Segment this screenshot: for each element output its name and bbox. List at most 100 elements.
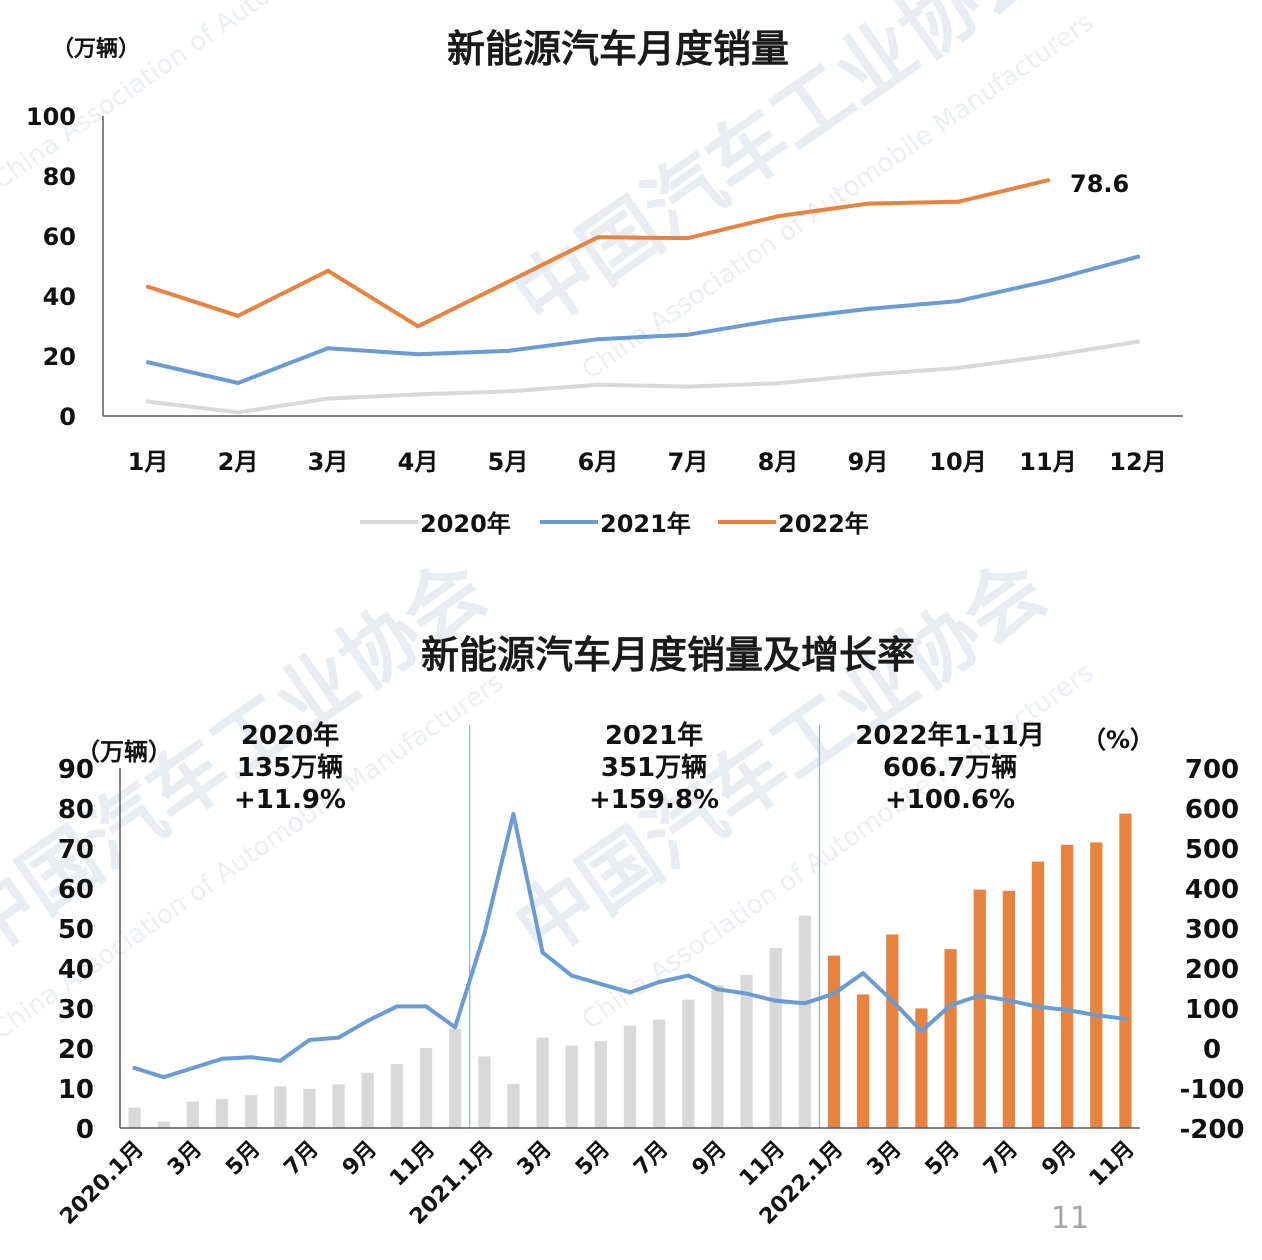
chart1-x-tick: 10月: [929, 448, 986, 476]
chart1-data-point: [686, 384, 690, 389]
chart2-bar: [653, 1019, 666, 1128]
chart1-data-point: [776, 381, 780, 386]
chart2-growth-point: [948, 1003, 953, 1008]
chart2-period-total: 351万辆: [601, 753, 707, 783]
chart2-bar: [623, 1025, 637, 1128]
chart2-bar: [827, 955, 841, 1128]
chart1-y-tick: 0: [59, 403, 76, 431]
chart2-right-ticks: -200 -100 0 100 200 300 400 500 600 700: [1179, 755, 1244, 1145]
chart2-bar: [1119, 813, 1132, 1128]
chart1-y-tick: 100: [26, 103, 76, 131]
chart2-x-tick: 3月: [163, 1137, 207, 1181]
chart2-x-tick: 11月: [735, 1137, 790, 1192]
chart2-growth-point: [1036, 1004, 1040, 1009]
chart2-x-tick: 2020.1月: [56, 1137, 149, 1230]
chart2-x-tick: 9月: [338, 1137, 382, 1181]
chart2-bar: [594, 1041, 607, 1128]
chart2-bar: [507, 1084, 520, 1128]
chart1-data-point: [236, 410, 240, 415]
chart2-bars: [128, 813, 1132, 1128]
chart1-data-point: [326, 396, 330, 401]
chart1-y-tick: 80: [43, 163, 76, 191]
chart2-growth-point: [569, 973, 574, 978]
chart2-growth-point: [628, 990, 632, 995]
chart1-data-point: [506, 279, 510, 284]
chart2-x-tick: 11月: [1085, 1137, 1140, 1192]
chart2-x-tick: 3月: [862, 1137, 906, 1181]
chart1-x-tick: 2月: [218, 448, 259, 476]
chart2-period-title: 2020年: [241, 720, 339, 751]
page-number: 11: [1051, 1201, 1089, 1236]
chart2-left-tick: 30: [58, 995, 94, 1025]
chart2-bar: [478, 1056, 491, 1128]
chart1-data-point: [1136, 339, 1140, 344]
chart1-x-tick: 5月: [488, 448, 529, 476]
chart1-data-point: [146, 399, 150, 404]
chart1-series: [146, 178, 1140, 415]
chart2-bar: [740, 974, 753, 1128]
chart1-x-tick: 11月: [1019, 448, 1076, 476]
chart2-bar: [303, 1088, 316, 1128]
chart1-y-tick: 40: [43, 283, 76, 311]
chart1-data-point: [686, 236, 690, 241]
chart2-growth-line: [132, 812, 1128, 1080]
chart1-data-point: [956, 199, 960, 204]
chart2-bar: [1061, 844, 1074, 1128]
chart2-left-tick: 60: [58, 875, 94, 905]
chart2-x-tick: 3月: [513, 1137, 557, 1181]
chart2-bar: [1002, 890, 1015, 1128]
chart2-growth-point: [832, 991, 836, 996]
chart2-x-tick: 5月: [221, 1137, 265, 1181]
chart2-right-tick: 100: [1185, 995, 1239, 1025]
chart1-data-point: [146, 284, 150, 289]
chart2-growth-point: [861, 971, 866, 976]
chart1-data-point: [596, 382, 600, 387]
chart2-growth-point: [657, 980, 662, 984]
chart1-data-point: [956, 366, 960, 370]
chart2-x-tick: 5月: [921, 1137, 965, 1181]
chart2-growth-point: [715, 987, 720, 992]
chart2-growth-point: [1094, 1013, 1099, 1018]
chart2-bar: [769, 948, 782, 1128]
chart2-bar: [361, 1072, 374, 1128]
chart2-growth-point: [598, 982, 603, 986]
chart2-bar: [973, 889, 986, 1128]
chart2-left-tick: 80: [58, 795, 94, 825]
chart2-left-tick: 40: [58, 955, 94, 985]
chart1-data-point: [146, 360, 150, 365]
chart2-left-tick: 90: [58, 755, 94, 785]
chart1-data-point: [416, 392, 420, 397]
chart2-growth-point: [132, 1066, 137, 1070]
chart1-series-line-0: [146, 339, 1140, 415]
chart2-right-tick: 200: [1185, 955, 1239, 985]
chart1-data-point: [506, 389, 510, 394]
chart2-left-tick: 50: [58, 915, 94, 945]
chart2-period-growth: +100.6%: [885, 785, 1015, 815]
chart1-y-tick: 60: [43, 223, 76, 251]
chart2-growth-point: [686, 973, 691, 978]
chart2-period-title: 2021年: [605, 720, 703, 751]
chart2-x-tick: 7月: [979, 1137, 1023, 1181]
chart2-growth-point: [453, 1025, 458, 1030]
chart1-data-point: [686, 332, 690, 337]
chart1-data-point: [866, 372, 870, 377]
chart2-bar: [215, 1098, 229, 1128]
chart2-bar: [798, 915, 811, 1128]
chart2-right-tick: 0: [1203, 1035, 1221, 1065]
chart2-x-tick: 7月: [280, 1137, 324, 1181]
chart2-bar: [682, 999, 695, 1128]
chart2-period-growth: +11.9%: [234, 785, 346, 815]
chart2-growth-point: [482, 932, 487, 936]
chart2-period-dividers: [469, 725, 821, 1128]
chart1-legend-label: 2021年: [600, 510, 691, 538]
chart2-right-tick: 400: [1185, 875, 1239, 905]
chart2-bar: [419, 1048, 433, 1128]
chart2-growth-point: [220, 1056, 224, 1061]
chart1-data-point: [1046, 279, 1050, 283]
chart1-x-tick: 9月: [848, 448, 889, 476]
chart1-data-point: [1046, 354, 1050, 358]
chart2-growth-point: [919, 1029, 924, 1034]
chart2-period-total: 606.7万辆: [883, 753, 1017, 783]
chart1-data-point: [326, 268, 330, 273]
